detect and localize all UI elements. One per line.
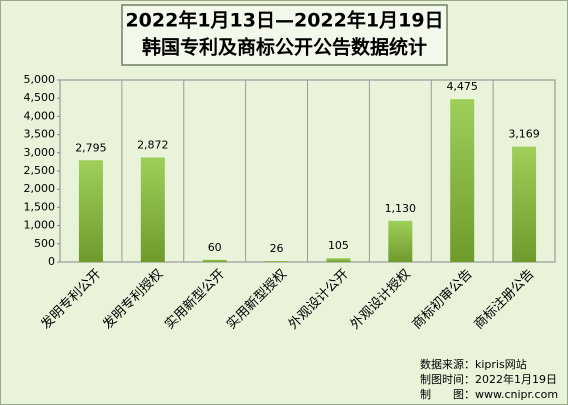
chart-title: 2022年1月13日—2022年1月19日 <box>125 9 443 32</box>
y-tick-label: 2,000 <box>24 182 56 195</box>
chart-subtitle: 韩国专利及商标公开公告数据统计 <box>142 36 427 59</box>
bar <box>78 160 103 262</box>
bar <box>264 261 289 262</box>
source-note: 数据来源：kipris网站 <box>420 357 527 371</box>
bar <box>202 259 227 262</box>
value-label: 105 <box>328 239 349 252</box>
y-tick-label: 4,000 <box>24 109 56 122</box>
y-tick-label: 0 <box>48 255 55 268</box>
value-label: 2,872 <box>137 138 169 151</box>
value-label: 26 <box>270 242 284 255</box>
y-tick-label: 1,500 <box>24 200 56 213</box>
y-tick-label: 3,500 <box>24 128 56 141</box>
bar <box>512 146 537 262</box>
title-box <box>121 4 448 66</box>
bar <box>388 220 413 262</box>
value-label: 4,475 <box>446 80 478 93</box>
y-tick-label: 500 <box>34 237 55 250</box>
y-tick-label: 5,000 <box>24 73 56 86</box>
y-tick-label: 3,000 <box>24 146 56 159</box>
bar <box>326 258 351 262</box>
bar <box>140 157 165 262</box>
source-note: 制 图：www.cnipr.com <box>420 388 558 401</box>
value-label: 2,795 <box>75 141 107 154</box>
y-tick-label: 2,500 <box>24 164 56 177</box>
y-tick-label: 4,500 <box>24 91 56 104</box>
value-label: 1,130 <box>385 202 417 215</box>
source-note: 制图时间：2022年1月19日 <box>420 372 557 386</box>
y-tick-label: 1,000 <box>24 219 56 232</box>
bar <box>450 99 475 262</box>
value-label: 3,169 <box>508 128 540 141</box>
value-label: 60 <box>208 241 222 254</box>
